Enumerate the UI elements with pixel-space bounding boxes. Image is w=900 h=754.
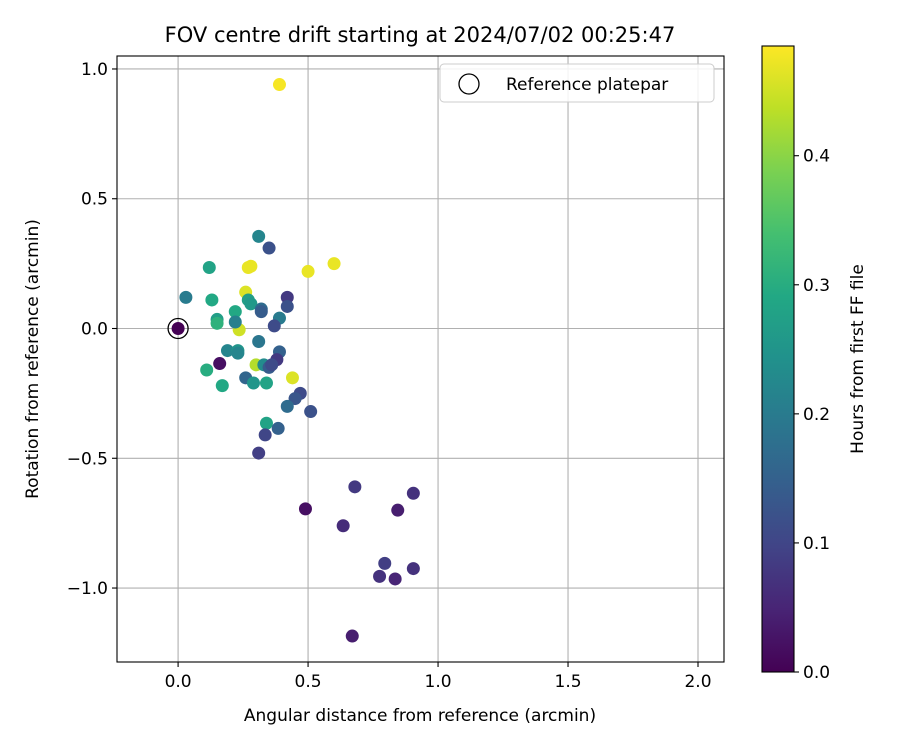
- scatter-point: [252, 229, 266, 243]
- scatter-point: [388, 572, 402, 586]
- scatter-point: [202, 261, 216, 275]
- reference-platepar-marker: [167, 317, 189, 340]
- colorbar-gradient: [761, 45, 795, 673]
- colorbar-tick-label: 0.3: [803, 276, 830, 296]
- scatter-point: [304, 405, 318, 419]
- colorbar-ticks: 0.0 0.1 0.2 0.3 0.4: [794, 147, 830, 683]
- scatter-point: [246, 376, 260, 390]
- legend-label-reference: Reference platepar: [506, 75, 668, 95]
- scatter-point: [210, 316, 224, 330]
- scatter-point: [215, 379, 229, 393]
- scatter-point: [258, 428, 272, 442]
- scatter-point: [336, 519, 350, 533]
- scatter-point: [179, 290, 193, 304]
- scatter-point: [241, 261, 255, 275]
- x-tick-label: 0.0: [165, 672, 192, 692]
- scatter-point: [267, 319, 281, 333]
- scatter-point: [259, 416, 273, 430]
- scatter-point: [378, 556, 392, 570]
- x-tick-label: 1.0: [425, 672, 452, 692]
- scatter-point: [265, 358, 279, 372]
- scatter-point: [231, 346, 245, 360]
- reference-fill-point: [171, 322, 185, 336]
- scatter-point: [205, 293, 219, 307]
- colorbar-tick-label: 0.0: [803, 663, 830, 683]
- plot-area: 0.0 0.5 1.0 1.5 2.0 −1.0 −0.5 0.0 0.5 1.0: [67, 55, 725, 692]
- plot-background: [117, 56, 724, 662]
- scatter-point: [259, 376, 273, 390]
- scatter-point: [373, 569, 387, 583]
- x-tick-label: 2.0: [684, 672, 711, 692]
- x-tick-label: 1.5: [555, 672, 582, 692]
- scatter-point: [252, 446, 266, 460]
- colorbar-tick-label: 0.4: [803, 147, 830, 167]
- y-tick-label: 0.5: [81, 190, 108, 210]
- axis-ticks: 0.0 0.5 1.0 1.5 2.0 −1.0 −0.5 0.0 0.5 1.0: [67, 60, 712, 692]
- scatter-point: [262, 241, 276, 255]
- data-points: [179, 78, 420, 643]
- legend-box: [439, 63, 715, 103]
- scatter-point: [391, 503, 405, 517]
- scatter-point: [200, 363, 214, 377]
- x-tick-label: 0.5: [295, 672, 322, 692]
- scatter-point: [280, 399, 294, 413]
- chart-title: FOV centre drift starting at 2024/07/02 …: [165, 23, 676, 47]
- y-axis-label: Rotation from reference (arcmin): [23, 219, 43, 499]
- scatter-point: [285, 371, 299, 385]
- scatter-point: [406, 562, 420, 576]
- scatter-point: [345, 629, 359, 643]
- colorbar: 0.0 0.1 0.2 0.3 0.4 Hours from first FF file: [761, 45, 868, 683]
- legend: Reference platepar: [439, 63, 715, 103]
- scatter-point: [228, 315, 242, 329]
- y-tick-label: 1.0: [81, 60, 108, 80]
- legend-marker-reference: [458, 73, 480, 95]
- colorbar-tick-label: 0.2: [803, 405, 830, 425]
- scatter-point: [244, 297, 258, 311]
- scatter-point: [327, 257, 341, 271]
- x-axis-label: Angular distance from reference (arcmin): [244, 706, 596, 726]
- scatter-point: [228, 305, 242, 319]
- scatter-point: [348, 480, 362, 494]
- colorbar-tick-label: 0.1: [803, 534, 830, 554]
- y-tick-label: −1.0: [67, 579, 108, 599]
- colorbar-label: Hours from first FF file: [848, 264, 868, 454]
- scatter-point: [254, 305, 268, 319]
- scatter-point: [298, 502, 312, 516]
- scatter-point: [280, 290, 294, 304]
- scatter-point: [220, 344, 234, 358]
- scatter-point: [213, 357, 227, 371]
- scatter-point: [280, 299, 294, 313]
- y-tick-label: −0.5: [67, 449, 108, 469]
- plot-frame: [116, 55, 725, 663]
- reference-point-group: [167, 317, 189, 340]
- scatter-point: [272, 78, 286, 92]
- scatter-point: [301, 264, 315, 278]
- scatter-point: [406, 486, 420, 500]
- y-tick-label: 0.0: [81, 320, 108, 340]
- scatter-point: [271, 421, 285, 435]
- scatter-point: [252, 334, 266, 348]
